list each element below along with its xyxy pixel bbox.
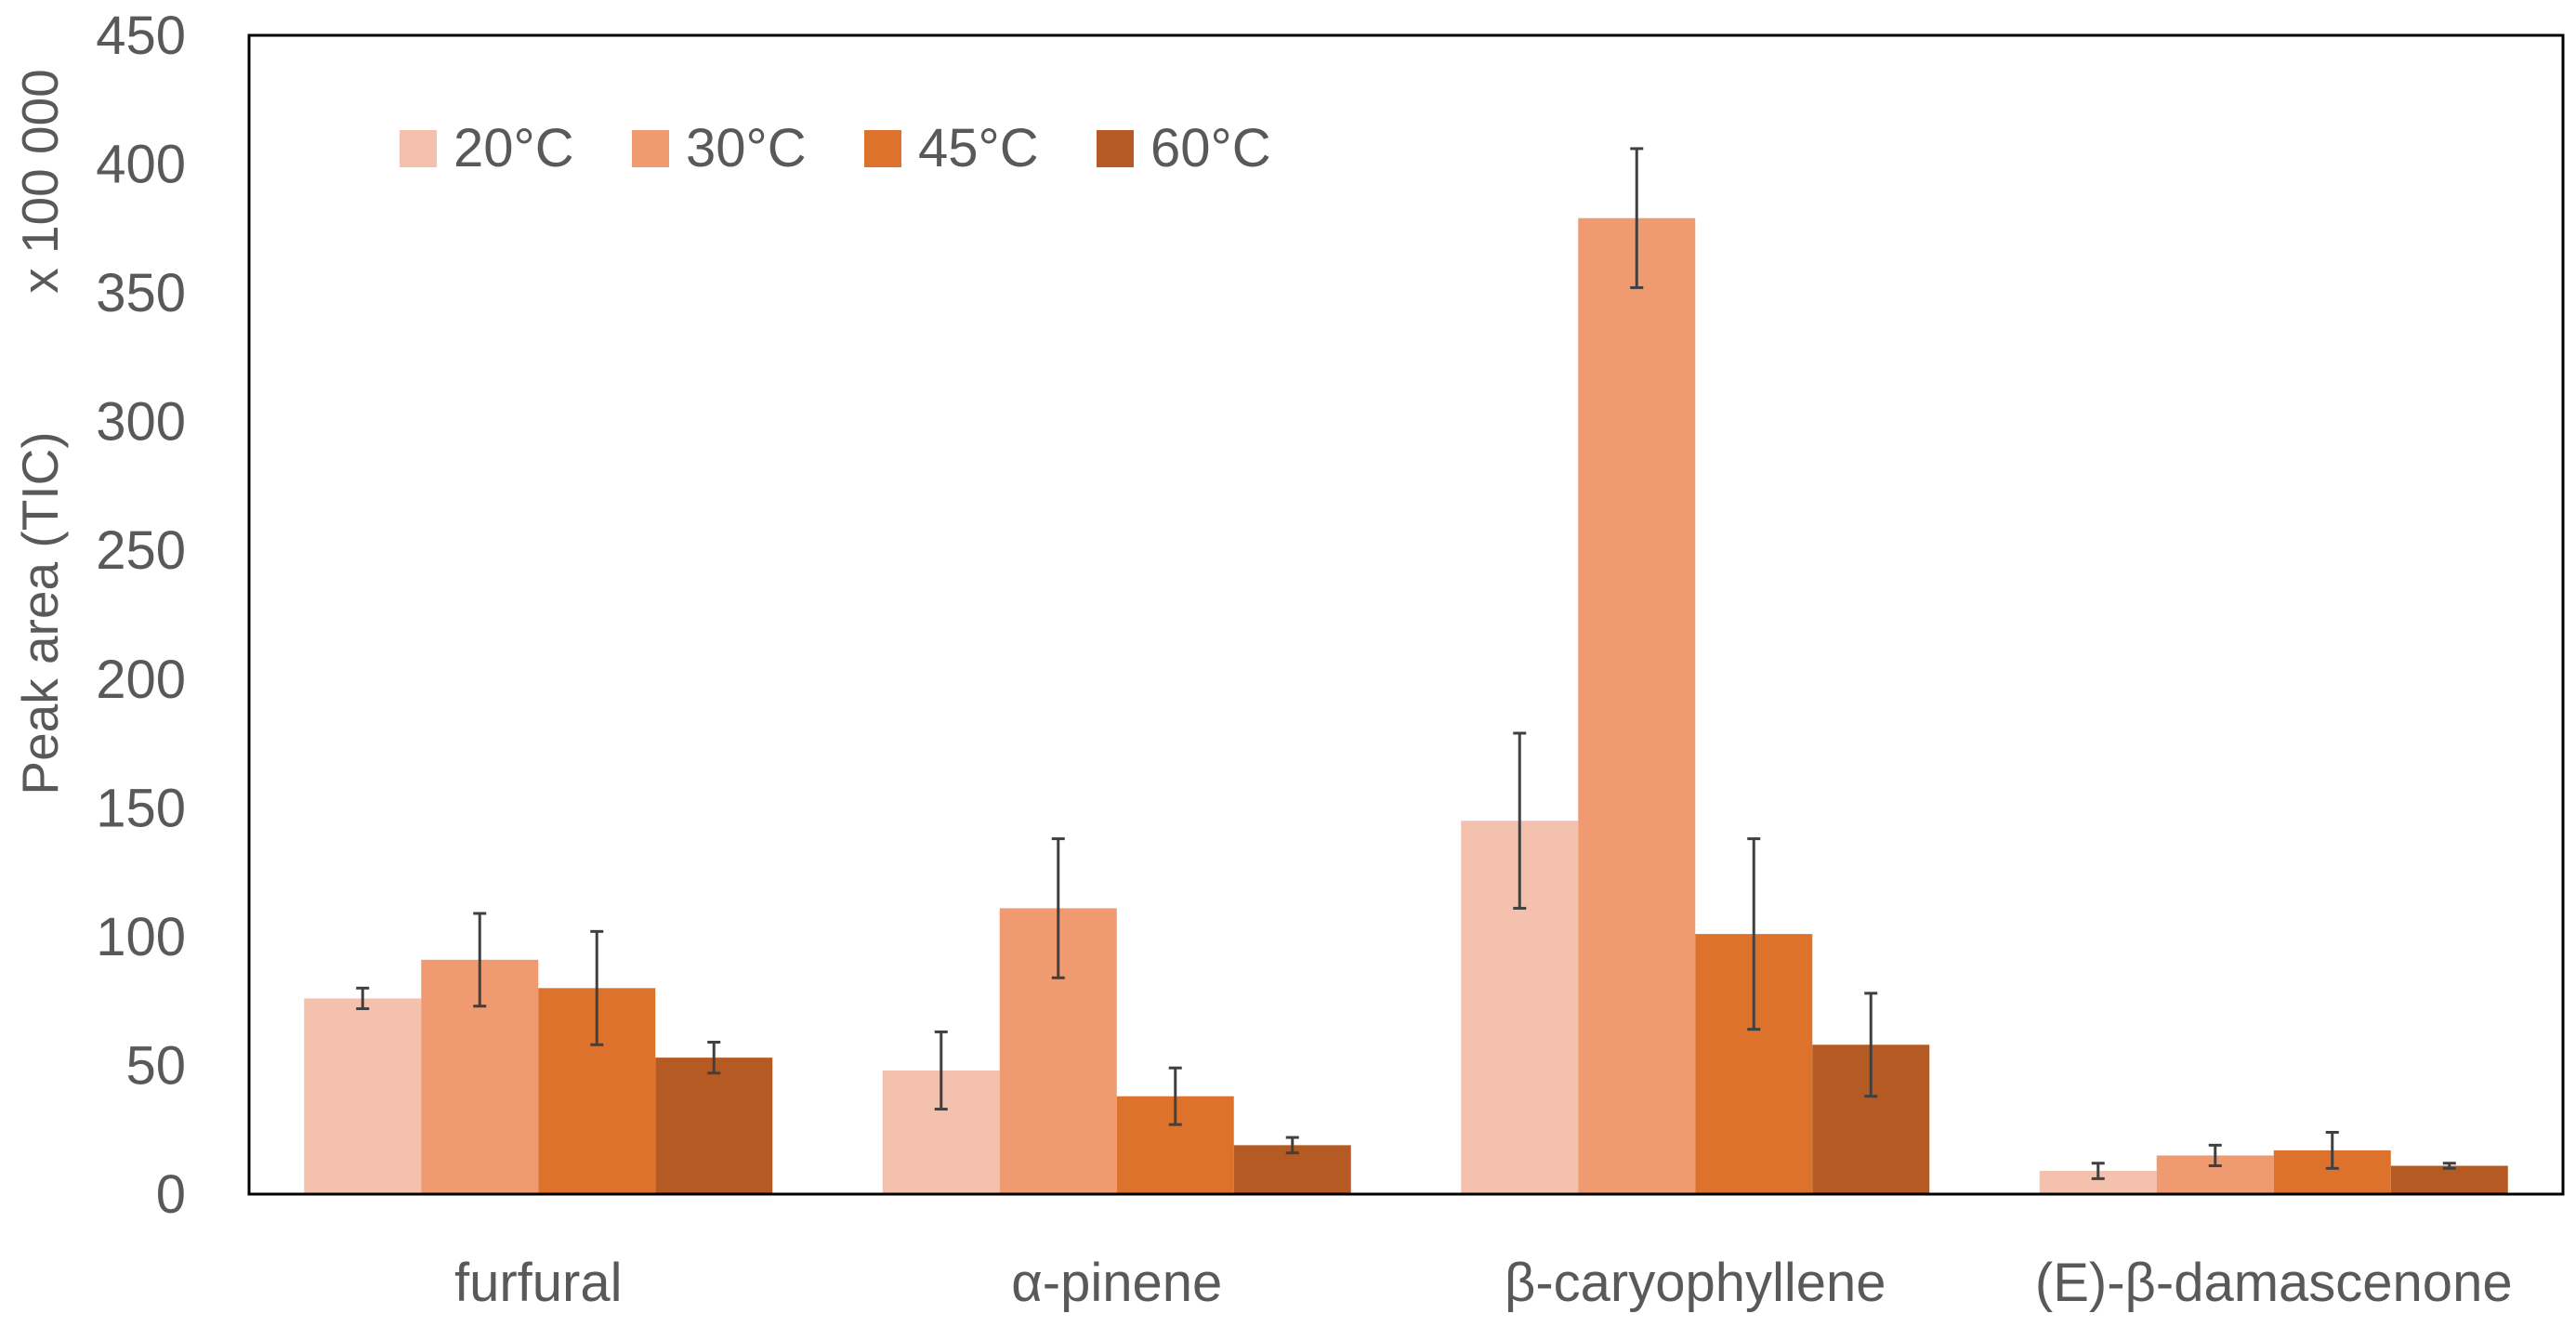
bar-60C-3 <box>2390 1165 2508 1194</box>
bar-20C-0 <box>304 998 422 1194</box>
category-label: (E)-β-damascenone <box>2035 1253 2513 1313</box>
bar-60C-0 <box>655 1058 773 1194</box>
y-tick-label: 200 <box>96 650 186 710</box>
y-tick-label: 300 <box>96 392 186 453</box>
y-axis-ticks: 0 50 100 150 200 250 300 350 400 450 <box>96 6 186 1225</box>
legend-label: 20°C <box>453 118 574 178</box>
y-axis-multiplier: x 100 000 <box>11 69 69 294</box>
legend-label: 60°C <box>1150 118 1271 178</box>
category-label: α-pinene <box>1011 1253 1222 1313</box>
error-bar <box>934 1030 948 1111</box>
error-bar <box>1630 147 1644 290</box>
legend-swatch <box>864 130 901 167</box>
error-bar <box>356 986 370 1010</box>
legend-label: 30°C <box>686 118 807 178</box>
y-tick-label: 350 <box>96 263 186 323</box>
legend-swatch <box>400 130 437 167</box>
category-labels: furfural α-pinene β-caryophyllene (E)-β-dam… <box>454 1253 2513 1313</box>
y-tick-label: 100 <box>96 907 186 967</box>
error-bar <box>1168 1066 1182 1126</box>
category-label: β-caryophyllene <box>1505 1253 1886 1313</box>
bars <box>304 217 2508 1194</box>
legend-swatch <box>632 130 669 167</box>
error-bar <box>473 912 487 1008</box>
y-tick-label: 150 <box>96 778 186 838</box>
y-tick-label: 50 <box>125 1035 186 1096</box>
error-bar <box>1513 731 1527 910</box>
legend-swatch <box>1097 130 1134 167</box>
y-tick-label: 0 <box>156 1164 186 1225</box>
error-bar <box>2442 1162 2456 1170</box>
category-label: furfural <box>454 1253 623 1313</box>
error-bar <box>707 1041 721 1075</box>
error-bar <box>1864 992 1878 1098</box>
bar-30C-2 <box>1578 217 1696 1194</box>
legend-label: 45°C <box>918 118 1039 178</box>
y-tick-label: 400 <box>96 135 186 195</box>
error-bar <box>1051 837 1065 979</box>
plot-frame <box>247 33 2565 1196</box>
error-bar <box>2208 1143 2222 1168</box>
error-bars <box>356 147 2456 1180</box>
y-tick-label: 450 <box>96 6 186 66</box>
error-bar <box>2091 1162 2105 1180</box>
error-bar <box>1747 837 1761 1031</box>
error-bar <box>1285 1136 1299 1155</box>
y-axis-title: Peak area (TIC) <box>11 431 69 795</box>
y-tick-label: 250 <box>96 520 186 581</box>
error-bar <box>2325 1130 2339 1170</box>
error-bar <box>590 929 604 1046</box>
legend: 20°C 30°C 45°C 60°C <box>400 118 1271 178</box>
